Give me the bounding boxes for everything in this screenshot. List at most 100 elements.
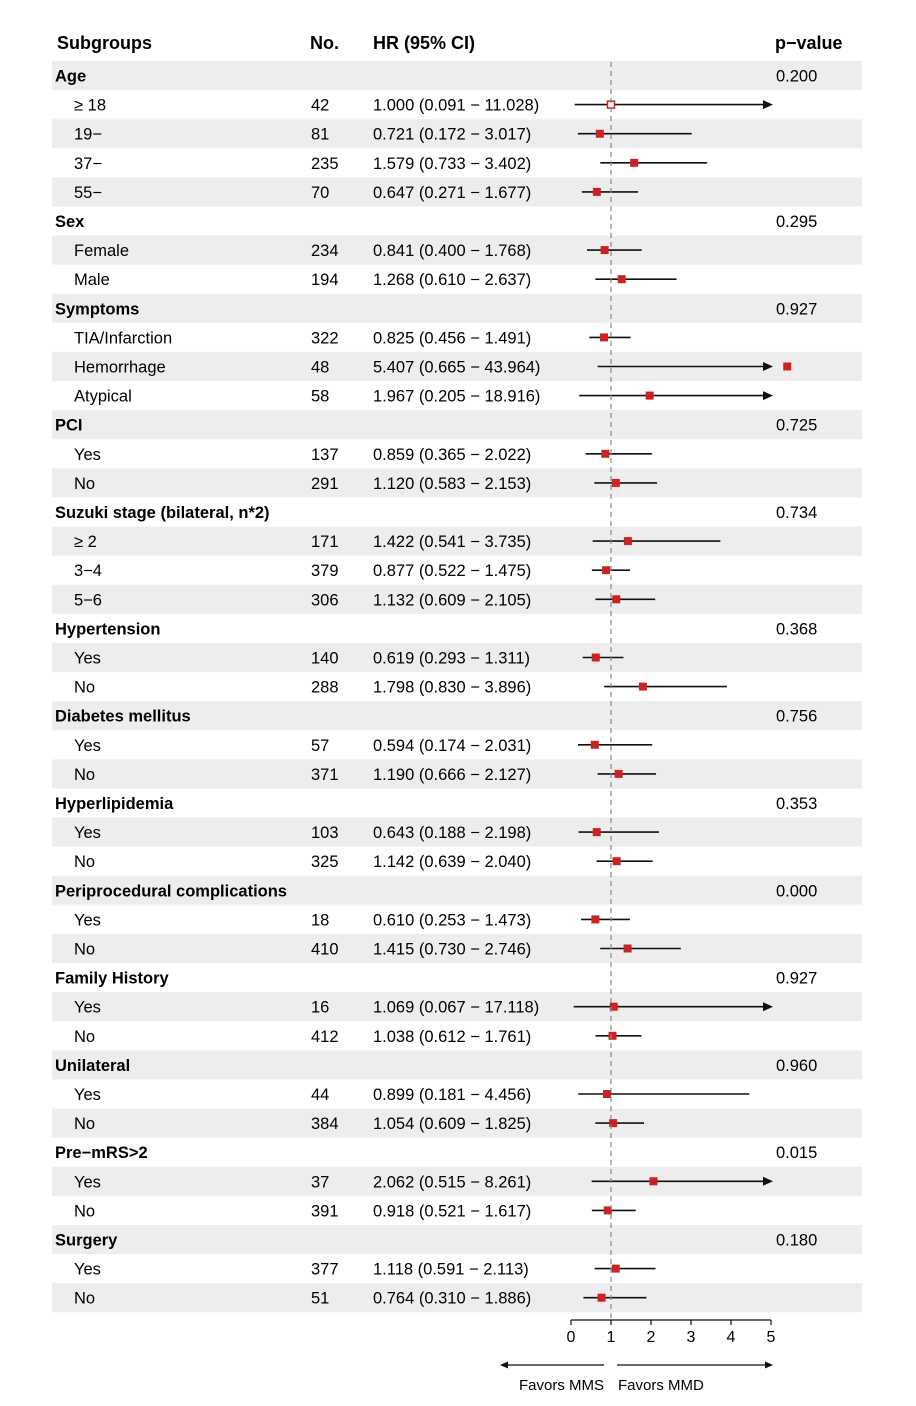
subgroup-count: 379 xyxy=(311,562,339,580)
subgroup-hr-ci: 1.798 (0.830 − 3.896) xyxy=(373,679,531,697)
favors-left-arrowhead xyxy=(500,1361,508,1369)
subgroup-count: 171 xyxy=(311,533,339,551)
group-pvalue: 0.295 xyxy=(776,213,817,231)
hr-point xyxy=(611,478,620,487)
subgroup-hr-ci: 5.407 (0.665 − 43.964) xyxy=(373,359,540,377)
ci-arrowhead xyxy=(763,1176,773,1186)
row-stripe xyxy=(52,642,862,673)
header-hr: HR (95% CI) xyxy=(373,33,475,53)
group-pvalue: 0.927 xyxy=(776,970,817,988)
group-pvalue: 0.368 xyxy=(776,620,817,638)
x-tick-label: 2 xyxy=(647,1329,656,1346)
hr-point xyxy=(783,362,792,371)
subgroup-count: 51 xyxy=(311,1290,329,1308)
group-pvalue: 0.756 xyxy=(776,708,817,726)
group-pvalue: 0.725 xyxy=(776,417,817,435)
subgroup-count: 371 xyxy=(311,766,339,784)
group-pvalue: 0.180 xyxy=(776,1232,817,1250)
x-axis: 0 1 2 3 4 5 xyxy=(567,1319,776,1346)
ci-arrowhead xyxy=(763,391,773,401)
subgroup-hr-ci: 1.069 (0.067 − 17.118) xyxy=(373,999,539,1017)
subgroup-count: 42 xyxy=(311,97,329,115)
x-tick-label: 3 xyxy=(687,1329,696,1346)
subgroup-label: Atypical xyxy=(74,388,132,406)
row-stripe xyxy=(52,526,862,556)
subgroup-hr-ci: 1.967 (0.205 − 18.916) xyxy=(373,388,540,406)
hr-point xyxy=(590,740,599,749)
subgroup-label: Yes xyxy=(74,650,101,668)
subgroup-hr-ci: 0.859 (0.365 − 2.022) xyxy=(373,446,531,464)
hr-point xyxy=(638,682,647,691)
group-label: Suzuki stage (bilateral, n*2) xyxy=(55,504,270,522)
group-label: Hyperlipidemia xyxy=(55,795,174,813)
subgroup-hr-ci: 0.619 (0.293 − 1.311) xyxy=(373,650,530,668)
hr-point xyxy=(601,449,610,458)
subgroup-hr-ci: 2.062 (0.515 − 8.261) xyxy=(373,1173,531,1191)
row-stripe xyxy=(52,293,862,323)
row-stripe xyxy=(52,1224,862,1255)
subgroup-label: Yes xyxy=(74,911,101,929)
row-stripe xyxy=(52,759,862,789)
subgroup-count: 410 xyxy=(311,941,339,959)
subgroup-label: Yes xyxy=(74,999,101,1017)
subgroup-label: ≥ 18 xyxy=(74,97,106,115)
subgroup-count: 384 xyxy=(311,1115,339,1133)
subgroup-label: Yes xyxy=(74,1173,101,1191)
subgroup-count: 57 xyxy=(311,737,329,755)
favors-right-arrowhead xyxy=(765,1361,773,1369)
subgroup-count: 412 xyxy=(311,1028,339,1046)
hr-point xyxy=(603,1206,612,1215)
subgroup-label: No xyxy=(74,679,95,697)
subgroup-label: No xyxy=(74,1290,95,1308)
subgroup-hr-ci: 0.643 (0.188 − 2.198) xyxy=(373,824,531,842)
x-tick-label: 1 xyxy=(607,1329,616,1346)
subgroup-hr-ci: 0.899 (0.181 − 4.456) xyxy=(373,1086,531,1104)
x-tick-label: 5 xyxy=(767,1329,776,1346)
subgroup-hr-ci: 1.142 (0.639 − 2.040) xyxy=(373,853,531,871)
row-stripe xyxy=(52,410,862,440)
hr-point xyxy=(614,769,623,778)
subgroup-label: Female xyxy=(74,242,129,260)
favors-annotation: Favors MMS Favors MMD xyxy=(500,1361,773,1394)
subgroup-label: 3−4 xyxy=(74,562,102,580)
subgroup-hr-ci: 0.764 (0.310 − 1.886) xyxy=(373,1290,531,1308)
subgroup-count: 288 xyxy=(311,679,339,697)
hr-point xyxy=(611,1264,620,1273)
hr-point xyxy=(630,158,639,167)
subgroup-count: 48 xyxy=(311,359,329,377)
group-label: Age xyxy=(55,68,86,86)
group-pvalue: 0.960 xyxy=(776,1057,817,1075)
subgroup-label: No xyxy=(74,766,95,784)
subgroup-hr-ci: 0.647 (0.271 − 1.677) xyxy=(373,184,531,202)
subgroup-label: No xyxy=(74,941,95,959)
group-pvalue: 0.000 xyxy=(776,882,817,900)
subgroup-hr-ci: 1.120 (0.583 − 2.153) xyxy=(373,475,531,493)
subgroup-hr-ci: 1.422 (0.541 − 3.735) xyxy=(373,533,531,551)
favors-left-label: Favors MMS xyxy=(519,1377,604,1394)
subgroup-hr-ci: 0.841 (0.400 − 1.768) xyxy=(373,242,531,260)
group-pvalue: 0.353 xyxy=(776,795,817,813)
row-stripe xyxy=(52,701,862,731)
hr-point xyxy=(645,391,654,400)
subgroup-label: Yes xyxy=(74,446,101,464)
x-tick-label: 0 xyxy=(567,1329,576,1346)
row-stripes xyxy=(52,60,862,1313)
subgroup-hr-ci: 1.190 (0.666 − 2.127) xyxy=(373,766,531,784)
header-pvalue: p−value xyxy=(775,33,843,53)
subgroup-count: 103 xyxy=(311,824,339,842)
subgroup-hr-ci: 1.000 (0.091 − 11.028) xyxy=(373,97,539,115)
group-pvalue: 0.927 xyxy=(776,300,817,318)
row-stripe xyxy=(52,584,862,614)
forest-marks xyxy=(573,62,792,1318)
row-stripe xyxy=(52,1108,862,1138)
subgroup-label: No xyxy=(74,475,95,493)
favors-right-label: Favors MMD xyxy=(618,1377,704,1394)
row-stripe xyxy=(52,1283,862,1313)
subgroup-count: 58 xyxy=(311,388,329,406)
subgroup-count: 18 xyxy=(311,911,329,929)
subgroup-hr-ci: 0.610 (0.253 − 1.473) xyxy=(373,911,531,929)
group-label: Diabetes mellitus xyxy=(55,708,191,726)
row-stripe xyxy=(52,875,862,905)
hr-point xyxy=(608,1031,617,1040)
subgroup-label: Yes xyxy=(74,1261,101,1279)
